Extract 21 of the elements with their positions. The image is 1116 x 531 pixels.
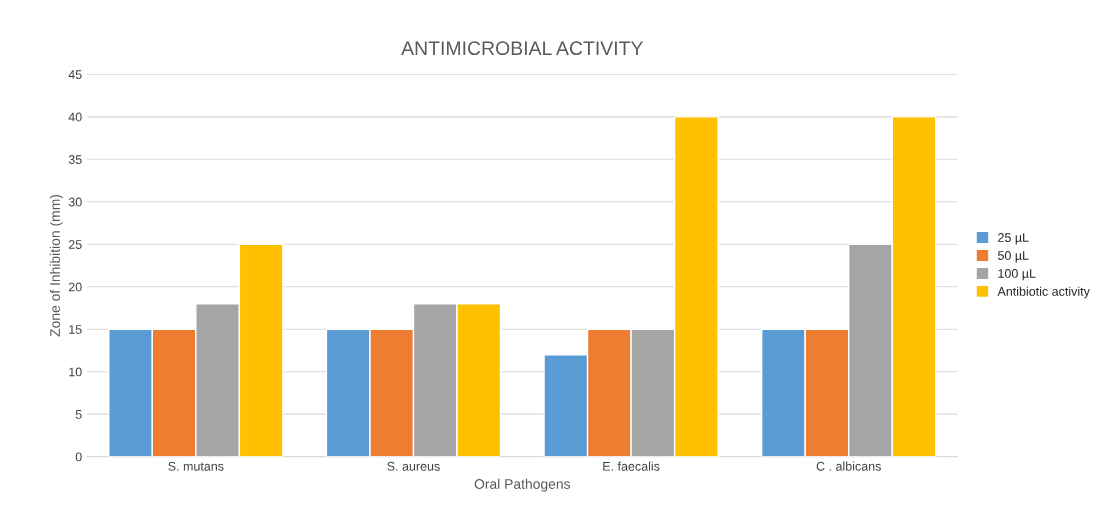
x-tick-label: S. aureus [387,461,440,471]
y-tick-label: 25 [68,240,82,249]
y-tick-label: 10 [69,367,82,377]
x-axis-title: Oral Pathogens [474,478,571,492]
x-tick-label: S. mutans [168,461,224,471]
x-tick-label: E. faecalis [603,461,660,471]
chart-title: ANTIMICROBIAL ACTIVITY [401,41,644,56]
y-tick-label: 30 [68,197,82,207]
y-tick-label: 40 [68,112,82,122]
legend-label: 25 µL [998,233,1029,245]
y-tick-label: 5 [75,410,82,419]
y-tick-label: 0 [75,452,82,462]
y-tick-label: 35 [68,155,82,164]
x-tick-label: C . albicans [816,461,881,471]
legend-label: 50 µL [997,251,1029,263]
y-tick-label: 15 [69,325,82,334]
y-tick-label: 45 [68,70,82,79]
y-axis-title: Zone of Inhibition (mm) [49,194,63,337]
y-tick-label: 20 [68,282,82,292]
legend-label: 100 µL [998,269,1036,281]
legend-label: Antibiotic activity [997,286,1090,299]
